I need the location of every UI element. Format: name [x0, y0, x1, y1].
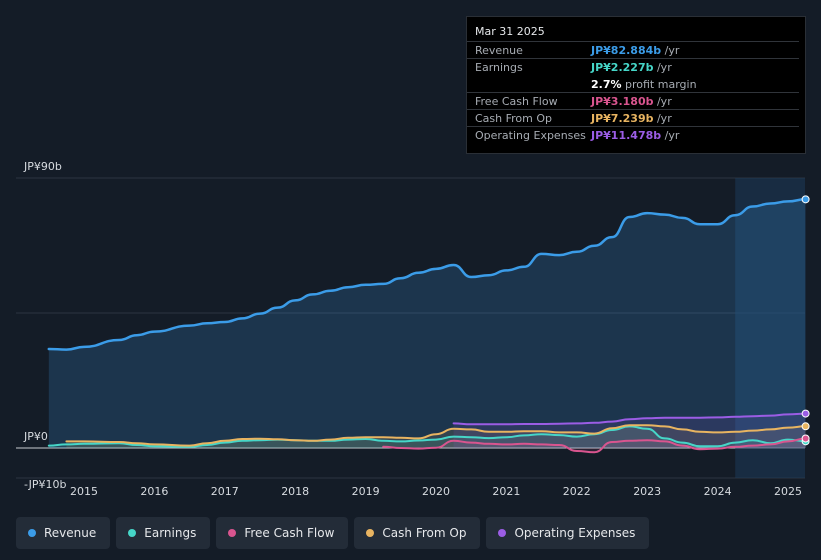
tooltip-value-number: JP¥82.884b: [591, 44, 662, 57]
tooltip-value-number: JP¥7.239b: [591, 112, 654, 125]
y-tick-label: JP¥90b: [23, 160, 62, 173]
operating-expenses-end-marker: [801, 409, 810, 418]
cash-from-op-dot-icon: [366, 529, 375, 537]
free-cash-flow-line: [382, 437, 807, 454]
x-tick-label: 2019: [352, 485, 380, 498]
tooltip-unit: /yr: [653, 61, 672, 74]
tooltip-label: Revenue: [475, 44, 523, 57]
tooltip-date: Mar 31 2025: [475, 25, 545, 38]
earnings-dot-icon: [128, 529, 137, 537]
cash-from-op-end-marker: [801, 422, 810, 431]
earnings-line: [47, 425, 807, 448]
free-cash-flow-dot-icon: [228, 529, 237, 537]
operating-expenses-dot-icon: [498, 529, 507, 537]
tooltip-unit: /yr: [653, 95, 672, 108]
legend-item-cash-from-op[interactable]: Cash From Op: [354, 517, 481, 549]
x-tick-label: 2021: [492, 485, 520, 498]
tooltip-value: 2.7% profit margin: [591, 78, 697, 91]
operating-expenses-area: [453, 413, 806, 448]
cash-from-op-line: [65, 424, 807, 447]
tooltip-value-number: 2.7%: [591, 78, 622, 91]
tooltip-row-earnings: Earnings JP¥2.227b /yr: [467, 58, 799, 75]
legend-label: Operating Expenses: [514, 526, 636, 540]
x-tick-label: 2024: [704, 485, 732, 498]
legend-item-operating-expenses[interactable]: Operating Expenses: [486, 517, 650, 549]
x-tick-label: 2020: [422, 485, 450, 498]
tooltip-value: JP¥2.227b /yr: [591, 61, 672, 74]
tooltip-unit: profit margin: [621, 78, 697, 91]
free-cash-flow-end-marker: [801, 434, 810, 443]
tooltip-value: JP¥3.180b /yr: [591, 95, 672, 108]
y-tick-label: -JP¥10b: [24, 478, 66, 491]
tooltip-value-number: JP¥2.227b: [591, 61, 654, 74]
tooltip-label: Free Cash Flow: [475, 95, 558, 108]
tooltip-value-number: JP¥3.180b: [591, 95, 654, 108]
x-tick-label: 2018: [281, 485, 309, 498]
tooltip-value: JP¥11.478b /yr: [591, 129, 679, 142]
revenue-dot-icon: [28, 529, 36, 537]
tooltip-unit: /yr: [653, 112, 672, 125]
x-tick-label: 2022: [563, 485, 591, 498]
tooltip-row-operating-expenses: Operating Expenses JP¥11.478b /yr: [467, 126, 799, 143]
legend-label: Revenue: [44, 526, 97, 540]
legend-label: Cash From Op: [382, 526, 467, 540]
tooltip-value-number: JP¥11.478b: [591, 129, 662, 142]
tooltip-value: JP¥82.884b /yr: [591, 44, 679, 57]
legend-label: Earnings: [144, 526, 197, 540]
legend: Revenue Earnings Free Cash Flow Cash Fro…: [16, 517, 650, 549]
tooltip-label: Cash From Op: [475, 112, 553, 125]
revenue-end-marker: [801, 195, 810, 204]
tooltip-unit: /yr: [661, 44, 680, 57]
legend-item-revenue[interactable]: Revenue: [16, 517, 111, 549]
legend-item-free-cash-flow[interactable]: Free Cash Flow: [216, 517, 349, 549]
tooltip-row-free-cash-flow: Free Cash Flow JP¥3.180b /yr: [467, 92, 799, 109]
x-tick-label: 2023: [633, 485, 661, 498]
tooltip-row-profit-margin: 2.7% profit margin: [467, 75, 799, 92]
legend-label: Free Cash Flow: [244, 526, 335, 540]
tooltip: Mar 31 2025 Revenue JP¥82.884b /yr Earni…: [466, 16, 806, 154]
x-tick-label: 2025: [774, 485, 802, 498]
tooltip-label: Operating Expenses: [475, 129, 586, 142]
x-tick-label: 2015: [70, 485, 98, 498]
y-tick-label: JP¥0: [23, 430, 48, 443]
operating-expenses-line: [452, 412, 807, 426]
tooltip-value: JP¥7.239b /yr: [591, 112, 672, 125]
tooltip-row-revenue: Revenue JP¥82.884b /yr: [467, 41, 799, 58]
legend-item-earnings[interactable]: Earnings: [116, 517, 211, 549]
tooltip-row-cash-from-op: Cash From Op JP¥7.239b /yr: [467, 109, 799, 126]
tooltip-label: Earnings: [475, 61, 523, 74]
tooltip-unit: /yr: [661, 129, 680, 142]
x-tick-label: 2016: [140, 485, 168, 498]
x-tick-label: 2017: [211, 485, 239, 498]
revenue-area: [48, 199, 806, 448]
revenue-line: [47, 198, 807, 351]
